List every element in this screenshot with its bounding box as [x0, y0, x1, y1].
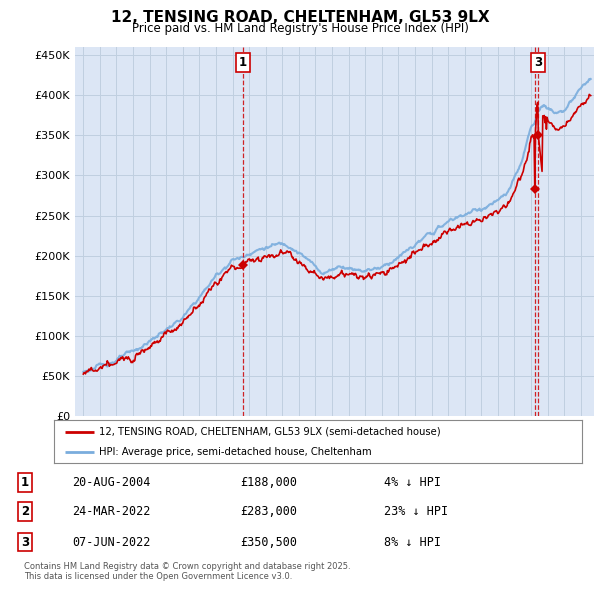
Text: 8% ↓ HPI: 8% ↓ HPI: [384, 536, 441, 549]
Text: 1: 1: [239, 57, 247, 70]
Text: HPI: Average price, semi-detached house, Cheltenham: HPI: Average price, semi-detached house,…: [99, 447, 371, 457]
Text: 2: 2: [21, 505, 29, 519]
Text: 3: 3: [21, 536, 29, 549]
Text: Price paid vs. HM Land Registry's House Price Index (HPI): Price paid vs. HM Land Registry's House …: [131, 22, 469, 35]
Text: 23% ↓ HPI: 23% ↓ HPI: [384, 505, 448, 519]
Text: 07-JUN-2022: 07-JUN-2022: [72, 536, 151, 549]
Text: 12, TENSING ROAD, CHELTENHAM, GL53 9LX: 12, TENSING ROAD, CHELTENHAM, GL53 9LX: [110, 10, 490, 25]
Text: 4% ↓ HPI: 4% ↓ HPI: [384, 476, 441, 489]
Text: 1: 1: [21, 476, 29, 489]
Text: 20-AUG-2004: 20-AUG-2004: [72, 476, 151, 489]
Text: Contains HM Land Registry data © Crown copyright and database right 2025.
This d: Contains HM Land Registry data © Crown c…: [24, 562, 350, 581]
Text: 12, TENSING ROAD, CHELTENHAM, GL53 9LX (semi-detached house): 12, TENSING ROAD, CHELTENHAM, GL53 9LX (…: [99, 427, 440, 437]
Text: 24-MAR-2022: 24-MAR-2022: [72, 505, 151, 519]
Text: £283,000: £283,000: [240, 505, 297, 519]
Text: £350,500: £350,500: [240, 536, 297, 549]
Text: 3: 3: [534, 57, 542, 70]
Text: £188,000: £188,000: [240, 476, 297, 489]
